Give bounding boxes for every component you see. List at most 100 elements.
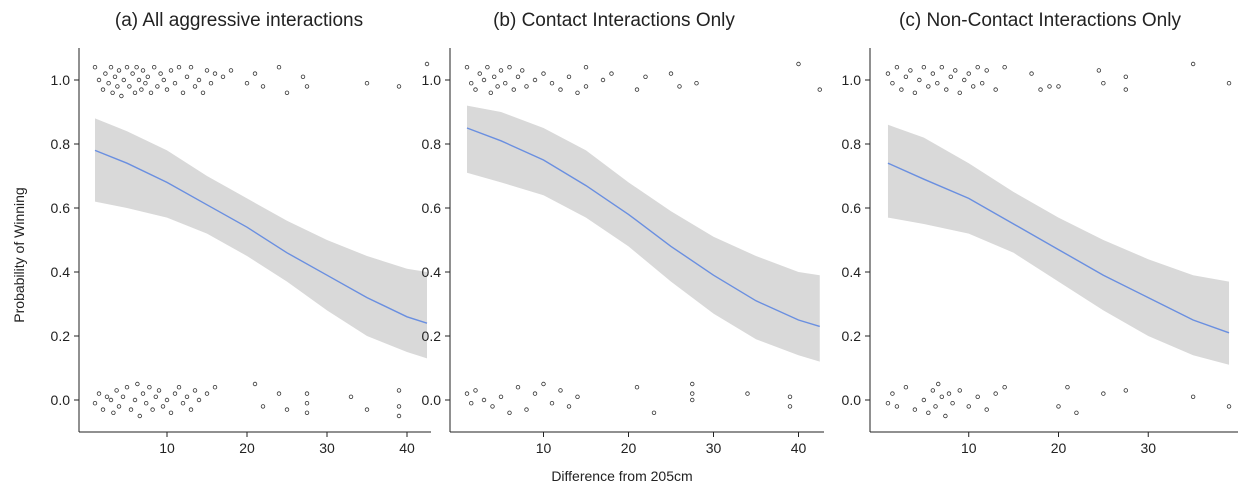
x-tick-label: 10 xyxy=(961,440,977,456)
data-point xyxy=(304,401,310,406)
data-point xyxy=(469,401,474,406)
data-point xyxy=(957,90,962,95)
data-point xyxy=(975,394,980,399)
data-point xyxy=(984,68,989,73)
y-tick-label: 1.0 xyxy=(422,72,442,88)
figure-x-axis-label: Difference from 205cm xyxy=(551,468,692,484)
data-point xyxy=(796,61,801,67)
data-point xyxy=(276,64,282,70)
data-point xyxy=(1029,71,1034,76)
data-point xyxy=(96,391,102,396)
data-point xyxy=(894,404,900,409)
data-point xyxy=(304,391,310,396)
data-point xyxy=(993,391,998,396)
data-point xyxy=(184,394,190,399)
confidence-band xyxy=(95,118,427,359)
y-tick-label: 0.8 xyxy=(422,136,442,152)
data-point xyxy=(192,388,198,393)
data-point xyxy=(104,394,110,399)
data-point xyxy=(966,404,971,409)
data-point xyxy=(304,410,310,415)
data-point xyxy=(135,381,140,387)
data-point xyxy=(787,404,793,409)
data-point xyxy=(894,64,900,70)
data-point xyxy=(651,410,657,415)
data-point xyxy=(114,388,119,393)
data-point xyxy=(532,77,538,83)
data-point xyxy=(208,80,214,86)
x-tick-label: 30 xyxy=(706,440,722,456)
fit-line xyxy=(466,127,820,328)
y-tick-label: 1.0 xyxy=(842,72,862,88)
data-point xyxy=(396,404,402,409)
data-point xyxy=(558,388,563,393)
data-point xyxy=(143,401,149,406)
data-point xyxy=(276,391,282,396)
data-point xyxy=(943,413,948,419)
chart-title: (a) All aggressive interactions xyxy=(115,10,363,31)
y-tick-label: 0.0 xyxy=(422,392,442,408)
confidence-band xyxy=(887,124,1230,365)
data-point xyxy=(128,407,134,412)
data-point xyxy=(490,404,495,409)
data-point xyxy=(957,388,962,393)
data-point xyxy=(396,388,402,393)
data-point xyxy=(168,410,174,415)
data-point xyxy=(106,80,111,86)
data-point xyxy=(204,391,210,396)
data-point xyxy=(1123,388,1129,393)
data-point xyxy=(260,84,266,89)
data-point xyxy=(161,77,166,83)
figure-y-axis-label: Probability of Winning xyxy=(11,187,27,322)
data-point xyxy=(304,84,310,89)
data-point xyxy=(424,61,430,67)
data-point xyxy=(116,404,122,409)
data-point xyxy=(1065,385,1070,390)
data-point xyxy=(677,84,682,89)
y-tick-label: 0.6 xyxy=(422,200,442,216)
data-point xyxy=(817,87,822,92)
data-point xyxy=(787,394,793,399)
data-point xyxy=(464,64,470,70)
y-tick-label: 0.0 xyxy=(842,392,862,408)
data-point xyxy=(172,80,178,86)
data-point xyxy=(946,391,952,396)
data-point xyxy=(184,74,190,79)
data-point xyxy=(541,71,546,76)
data-point xyxy=(92,64,98,70)
data-point xyxy=(583,84,589,89)
data-point xyxy=(92,401,98,406)
fit-line xyxy=(887,162,1230,334)
data-point xyxy=(524,84,529,89)
data-point xyxy=(188,64,194,70)
x-tick-label: 20 xyxy=(1051,440,1067,456)
data-point xyxy=(575,90,580,95)
data-point xyxy=(583,64,589,70)
data-point xyxy=(939,394,945,399)
data-point xyxy=(96,77,102,83)
data-point xyxy=(473,87,478,92)
data-point xyxy=(120,394,126,399)
x-tick-label: 20 xyxy=(621,440,637,456)
data-point xyxy=(132,397,138,403)
data-point xyxy=(634,87,640,92)
data-point xyxy=(396,413,402,419)
data-point xyxy=(1190,61,1196,67)
data-point xyxy=(134,64,139,70)
data-point xyxy=(150,407,155,412)
data-point xyxy=(121,77,126,83)
data-point xyxy=(1190,394,1196,399)
data-point xyxy=(140,391,146,396)
x-tick-label: 40 xyxy=(399,440,415,456)
data-point xyxy=(498,394,504,399)
fit-line xyxy=(94,149,428,324)
data-point xyxy=(148,90,154,95)
data-point xyxy=(935,80,940,86)
data-point xyxy=(566,74,572,79)
data-point xyxy=(156,388,162,393)
data-point xyxy=(160,404,166,409)
data-point xyxy=(204,68,210,73)
data-point xyxy=(926,84,931,89)
data-point xyxy=(966,71,971,76)
